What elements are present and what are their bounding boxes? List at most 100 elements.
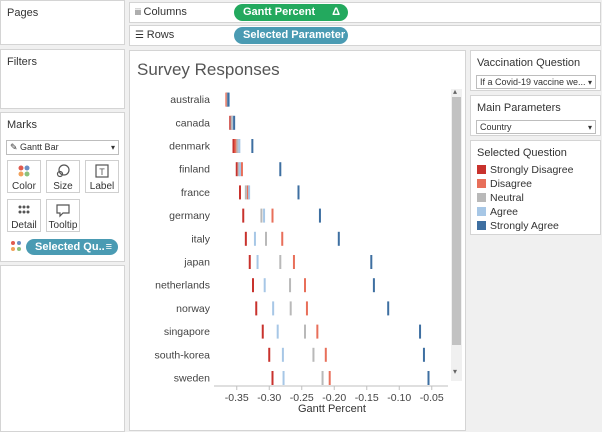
gantt-bar[interactable] [372, 278, 375, 293]
label-label: Label [89, 181, 115, 192]
legend-item[interactable]: Disagree [477, 178, 532, 190]
scroll-up-icon[interactable]: ▴ [453, 87, 458, 96]
gantt-bar[interactable] [229, 115, 232, 130]
gantt-bar[interactable] [312, 347, 315, 362]
x-axis-label: Gantt Percent [298, 403, 366, 415]
scroll-down-icon[interactable]: ▾ [453, 367, 458, 376]
tooltip-button[interactable]: Tooltip [46, 199, 80, 232]
gantt-bar[interactable] [242, 208, 245, 223]
gantt-bar[interactable] [324, 347, 327, 362]
gantt-bar[interactable] [289, 278, 292, 293]
gantt-bar[interactable] [252, 278, 254, 293]
vaccination-question-select[interactable]: If a Covid-19 vaccine we... ▾ [476, 75, 596, 89]
legend-item[interactable]: Strongly Disagree [477, 164, 573, 176]
filters-title: Filters [7, 56, 37, 68]
legend-item[interactable]: Agree [477, 206, 518, 218]
gantt-bar[interactable] [237, 162, 240, 177]
gantt-bar[interactable] [419, 324, 422, 339]
gantt-bar[interactable] [263, 278, 266, 293]
gantt-bar[interactable] [239, 185, 241, 200]
gantt-bar[interactable] [304, 324, 306, 339]
gantt-bar[interactable] [281, 347, 284, 362]
gantt-bar[interactable] [251, 139, 254, 153]
gantt-bar[interactable] [253, 231, 256, 246]
gantt-bar[interactable] [304, 278, 306, 293]
gantt-bar[interactable] [297, 185, 300, 200]
gantt-bar[interactable] [230, 115, 233, 130]
chevron-down-icon: ▾ [587, 78, 592, 87]
gantt-bar[interactable] [328, 371, 331, 385]
detail-button[interactable]: Detail [7, 199, 41, 232]
gantt-bar[interactable] [279, 162, 282, 177]
rows-icon: ☰ [135, 30, 147, 41]
vertical-scrollbar[interactable]: ▴ ▾ [451, 87, 462, 381]
gantt-bar[interactable] [271, 208, 274, 223]
gantt-bar[interactable] [263, 208, 266, 223]
gantt-chart[interactable]: australia canada denmark finland france germa… [130, 51, 465, 430]
gantt-bar[interactable] [268, 347, 271, 362]
gantt-bar[interactable] [337, 231, 340, 246]
label-icon: T [86, 163, 118, 181]
gantt-bar[interactable] [234, 139, 237, 153]
mark-type-value: Gantt Bar [20, 142, 59, 152]
gantt-bar[interactable] [248, 255, 251, 269]
gantt-bar[interactable] [256, 255, 259, 269]
gantt-bar[interactable] [305, 301, 308, 316]
gantt-bar[interactable] [238, 139, 241, 153]
gantt-bar[interactable] [318, 208, 321, 223]
gantt-bar[interactable] [272, 301, 275, 316]
x-tick-label: -0.15 [355, 392, 379, 404]
gantt-bar[interactable] [370, 255, 373, 269]
category-label: australia [170, 94, 210, 106]
gantt-bar[interactable] [246, 185, 249, 200]
gantt-bar[interactable] [279, 255, 282, 269]
main-parameters-select[interactable]: Country ▾ [476, 120, 596, 134]
x-tick-label: -0.30 [257, 392, 281, 404]
gantt-bar[interactable] [232, 139, 235, 153]
gantt-percent-pill[interactable]: Gantt Percent Δ [234, 4, 348, 21]
gantt-bar[interactable] [387, 301, 390, 316]
columns-icon: iii [135, 7, 144, 17]
x-tick-label: -0.10 [387, 392, 411, 404]
gantt-bar[interactable] [244, 231, 247, 246]
gantt-bar[interactable] [260, 208, 263, 223]
gantt-bar[interactable] [248, 185, 251, 200]
gantt-bar[interactable] [236, 139, 239, 153]
gantt-bar[interactable] [261, 324, 264, 339]
detail-label: Detail [11, 220, 37, 231]
color-button[interactable]: Color [7, 160, 41, 193]
selected-parameter-pill[interactable]: Selected Parameter [234, 27, 348, 44]
gantt-bar[interactable] [235, 162, 238, 177]
gantt-bar[interactable] [244, 185, 247, 200]
gantt-bar[interactable] [225, 92, 228, 107]
gantt-bar[interactable] [422, 347, 425, 362]
rows-shelf[interactable]: ☰ Rows Selected Parameter [129, 25, 601, 46]
legend-item[interactable]: Strongly Agree [477, 220, 559, 232]
gantt-bar[interactable] [282, 371, 285, 385]
gantt-bar[interactable] [321, 371, 324, 385]
gantt-bar[interactable] [281, 231, 284, 246]
gantt-bar[interactable] [316, 324, 319, 339]
gantt-bar[interactable] [427, 371, 430, 385]
gantt-bar[interactable] [289, 301, 292, 316]
gantt-bar[interactable] [240, 162, 243, 177]
mark-type-select[interactable]: ✎ Gantt Bar ▾ [6, 140, 119, 155]
filters-card[interactable]: Filters [0, 49, 125, 109]
legend-item[interactable]: Neutral [477, 192, 524, 204]
gantt-bar[interactable] [227, 92, 230, 107]
gantt-bar[interactable] [292, 255, 295, 269]
gantt-bar[interactable] [276, 324, 279, 339]
selected-question-mark-pill[interactable]: Selected Qu.. ≡ [26, 239, 118, 255]
category-label: south-korea [155, 349, 211, 361]
columns-shelf[interactable]: iii Columns Gantt Percent Δ [129, 2, 601, 23]
chart-card: Survey Responses australia canada denmark f… [129, 50, 466, 431]
x-tick-label: -0.05 [420, 392, 444, 404]
gantt-bar[interactable] [265, 231, 267, 246]
size-button[interactable]: Size [46, 160, 80, 193]
gantt-bar[interactable] [271, 371, 274, 385]
scrollbar-thumb[interactable] [452, 97, 461, 345]
gantt-bar[interactable] [233, 115, 236, 130]
label-button[interactable]: T Label [85, 160, 119, 193]
gantt-bar[interactable] [239, 162, 241, 177]
gantt-bar[interactable] [255, 301, 258, 316]
